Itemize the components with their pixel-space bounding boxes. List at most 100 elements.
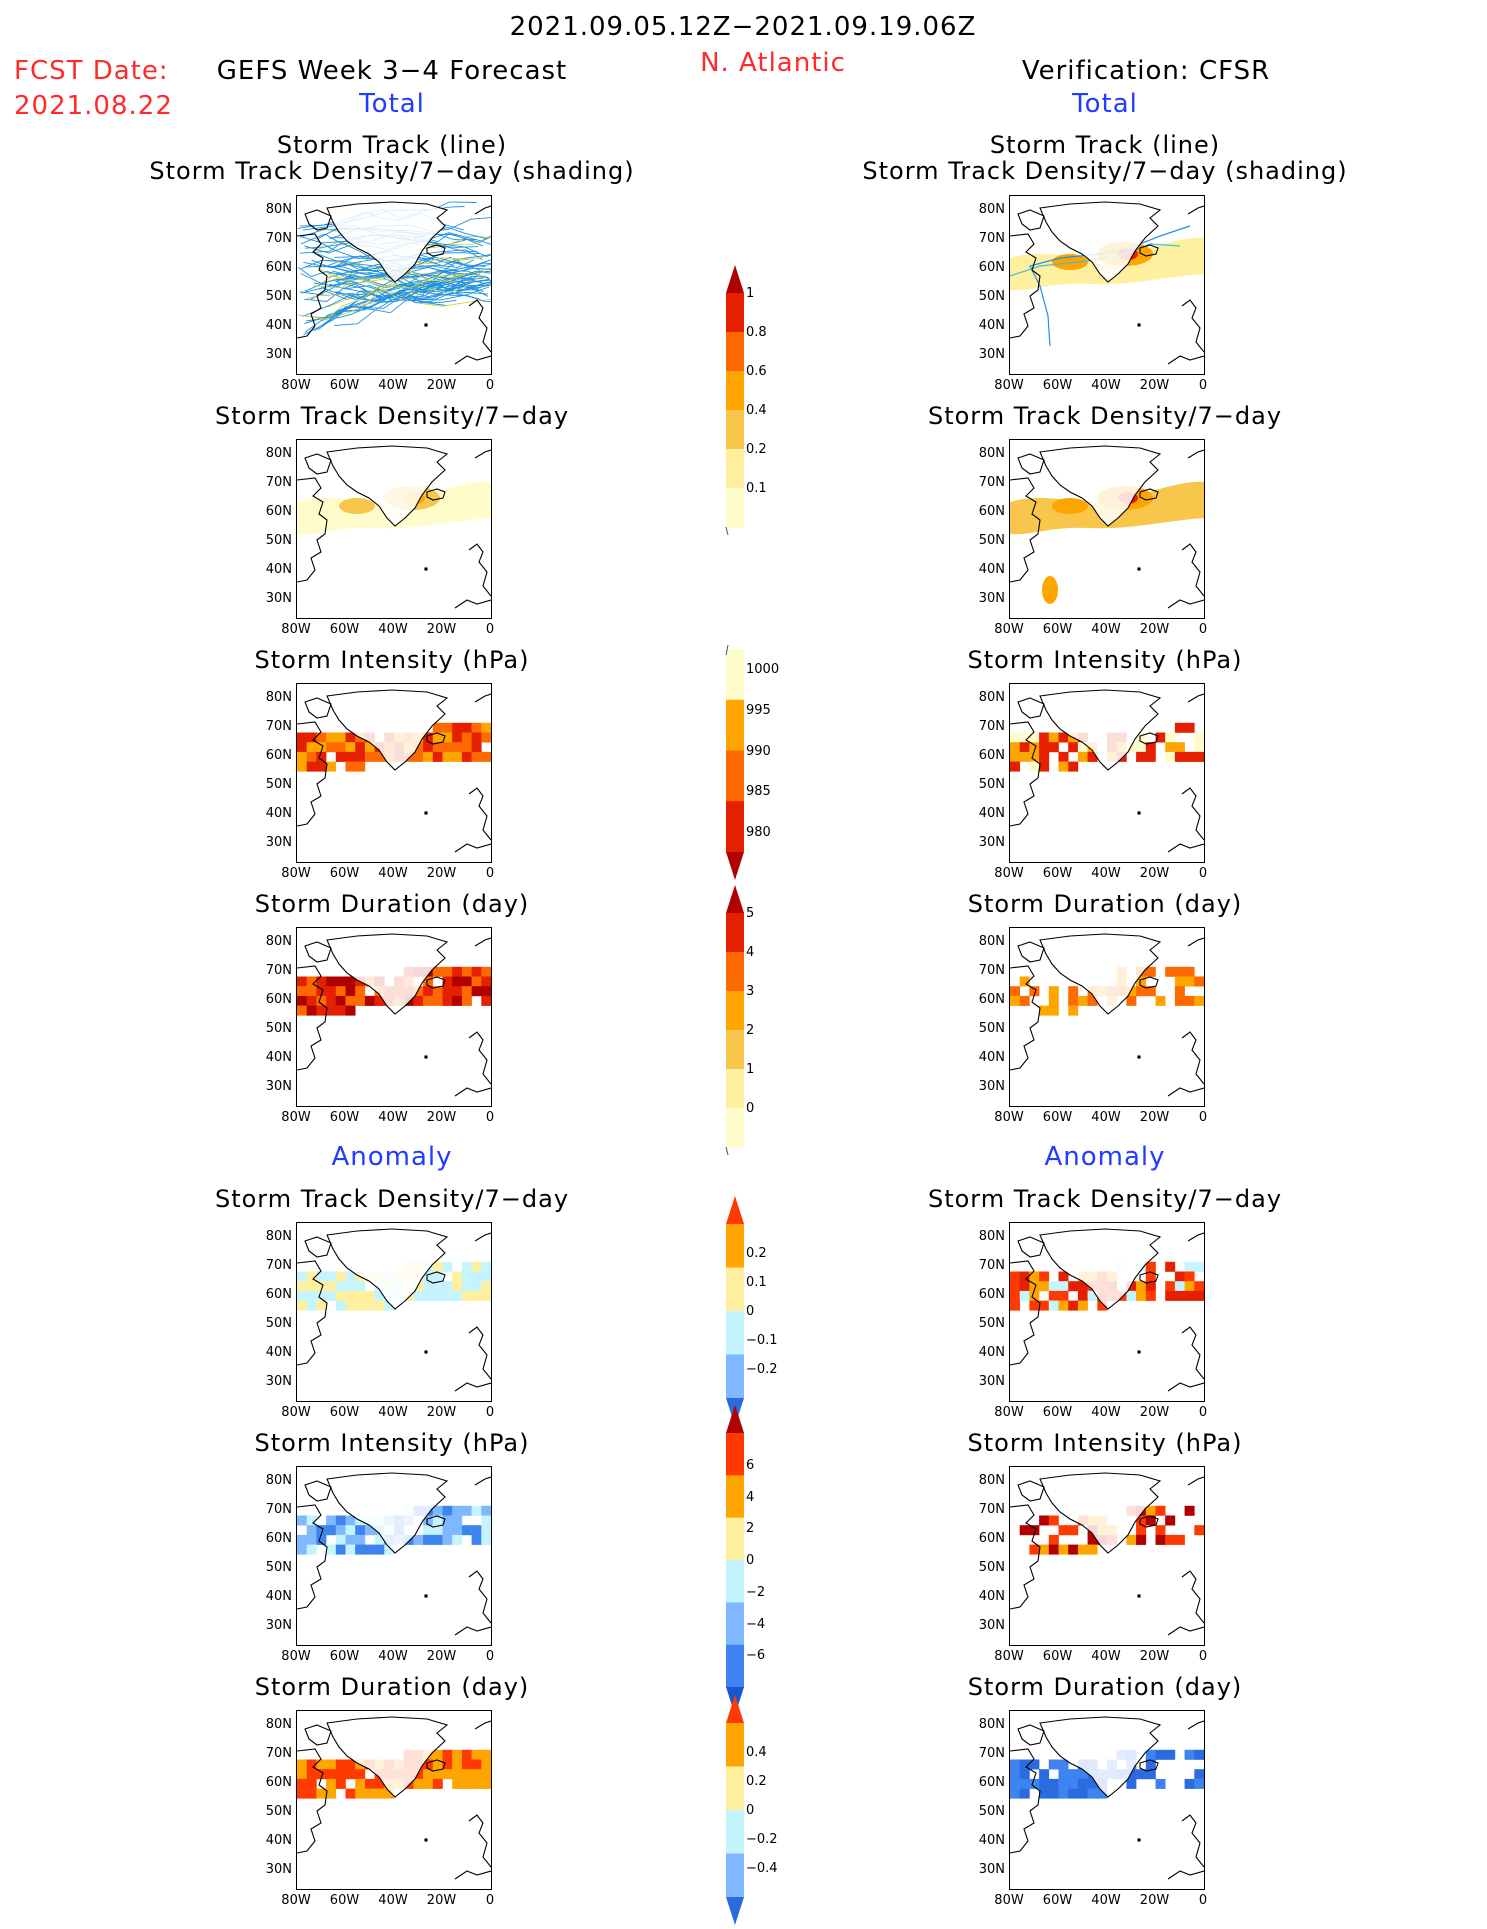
lat-tick-label: 40N [978, 562, 1005, 577]
grid-cell [461, 995, 472, 1006]
grid-cell [432, 1271, 443, 1282]
grid-cell [1145, 1759, 1156, 1770]
grid-cell [297, 761, 307, 772]
lon-tick-label: 60W [329, 1405, 360, 1420]
lon-tick-label: 20W [1139, 378, 1170, 393]
lon-tick-label: 20W [426, 1893, 457, 1908]
lon-tick-label: 80W [281, 1893, 311, 1908]
grid-cell [442, 1281, 453, 1292]
colorbar-label: 4 [746, 945, 755, 960]
grid-cell [413, 742, 424, 753]
grid-cell [316, 995, 327, 1006]
grid-cell [326, 1515, 337, 1526]
lon-tick-label: 0 [1198, 1405, 1208, 1420]
lon-tick-label: 60W [1042, 1649, 1073, 1664]
grid-cell [1039, 742, 1050, 753]
grid-cell [355, 995, 366, 1006]
grid-cell [461, 1505, 472, 1516]
colorbar-extend-top [726, 885, 744, 913]
grid-cell [374, 1290, 385, 1301]
grid-cell [326, 1005, 337, 1016]
lat-tick-label: 80N [978, 1473, 1005, 1488]
grid-cell [1145, 986, 1156, 997]
grid-cell [1194, 1525, 1204, 1536]
grid-cell [1126, 1778, 1137, 1789]
lat-tick-label: 80N [265, 1717, 292, 1732]
grid-cell [481, 1759, 491, 1770]
lat-tick-label: 40N [265, 1589, 292, 1604]
grid-cell [1010, 1300, 1020, 1311]
grid-cell [345, 1300, 356, 1311]
grid-cell [461, 1261, 472, 1272]
lon-tick-label: 60W [329, 622, 360, 637]
lat-tick-label: 40N [265, 1345, 292, 1360]
lon-tick-label: 40W [1091, 1893, 1121, 1908]
grid-cell [481, 976, 491, 987]
grid-cell [335, 1281, 346, 1292]
coastlines [297, 1228, 491, 1392]
title-track-line-right: Storm Track (line) [989, 131, 1221, 159]
grid-cell [1058, 1271, 1069, 1282]
grid-cell [345, 1788, 356, 1799]
grid-cell [355, 1769, 366, 1780]
colorbar-duration-anom [722, 1695, 752, 1929]
lon-tick-label: 40W [1091, 378, 1121, 393]
lat-tick-label: 50N [265, 1804, 292, 1819]
grid-cell [452, 751, 463, 762]
grid-cell [471, 976, 482, 987]
grid-cell [1019, 751, 1030, 762]
lat-tick-label: 60N [978, 260, 1005, 275]
grid-cell [471, 1759, 482, 1770]
lon-tick-label: 80W [281, 1110, 311, 1125]
grid-cell [481, 1261, 491, 1272]
lon-tick-label: 20W [1139, 1649, 1170, 1664]
grid-cell [1136, 751, 1147, 762]
grid-cell [316, 1290, 327, 1301]
colorbar-bin [726, 699, 744, 751]
grid-cell [442, 1290, 453, 1301]
grid-cell [423, 995, 434, 1006]
grid-cell [461, 1271, 472, 1282]
lat-tick-label: 50N [265, 533, 292, 548]
grid-cell [1068, 1005, 1079, 1016]
lat-tick-label: 80N [265, 202, 292, 217]
lat-tick-label: 60N [265, 1775, 292, 1790]
lat-tick-label: 40N [265, 562, 292, 577]
grid-cell [423, 986, 434, 997]
lat-tick-label: 60N [978, 1287, 1005, 1302]
grid-cell [335, 1300, 346, 1311]
grid-cell [306, 995, 317, 1006]
grid-cell [461, 751, 472, 762]
grid-cell [432, 1769, 443, 1780]
grid-cell [345, 1281, 356, 1292]
colorbar-label: 995 [746, 702, 771, 718]
grid-cell [297, 976, 307, 987]
lon-tick-label: 0 [485, 622, 495, 637]
coastlines [1010, 1716, 1204, 1880]
grid-cell [374, 1544, 385, 1555]
colorbar-label: 0.2 [746, 442, 767, 457]
lat-tick-label: 70N [978, 1746, 1005, 1761]
lon-tick-label: 0 [1198, 622, 1208, 637]
grid-cell [1126, 1290, 1137, 1301]
grid-cell [297, 732, 307, 743]
colorbar-bin [726, 488, 744, 528]
grid-cell [423, 1525, 434, 1536]
grid-cell [413, 1534, 424, 1545]
grid-cell [452, 742, 463, 753]
grid-cell [335, 1778, 346, 1789]
grid-cell [452, 1525, 463, 1536]
grid-cell [1068, 1544, 1079, 1555]
grid-cell [335, 1271, 346, 1282]
grid-cell [384, 1788, 395, 1799]
grid-cell [1039, 751, 1050, 762]
lon-tick-label: 40W [378, 622, 408, 637]
colorbar-intensity-anom [722, 1405, 752, 1719]
grid-cell [345, 1290, 356, 1301]
grid-cell [481, 1525, 491, 1536]
grid-cell [1145, 966, 1156, 977]
lat-tick-label: 30N [265, 1374, 292, 1389]
grid-cell [442, 976, 453, 987]
grid-cell [345, 761, 356, 772]
title-intensity-right: Storm Intensity (hPa) [967, 646, 1243, 674]
